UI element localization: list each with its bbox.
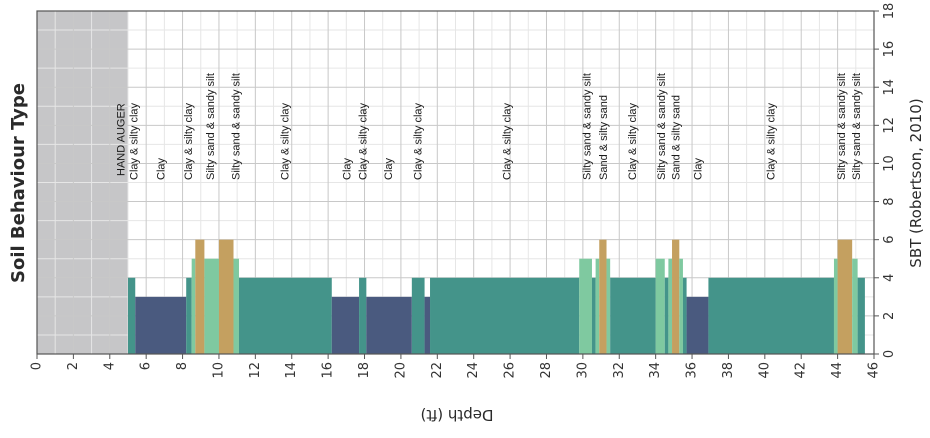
x-tick-label: 40: [757, 362, 772, 379]
sbt-bar: [186, 277, 192, 354]
annotations-layer: HAND AUGER Clay & silty clay Clay Clay & si…: [115, 73, 862, 180]
sbt-bar: [682, 277, 687, 354]
sbt-bar: [610, 277, 656, 354]
soil-annotation: Silty sand & sandy silt: [836, 73, 848, 180]
x-tick-label: 10: [211, 362, 226, 379]
soil-annotation: Sand & silty sand: [671, 95, 683, 180]
soil-annotation: Clay & silty clay: [627, 102, 639, 180]
sbt-bar: [331, 296, 360, 354]
soil-annotation: Silty sand & sandy silt: [205, 73, 217, 180]
y-tick-label: 0: [882, 350, 897, 358]
plot-frame: [36, 10, 875, 355]
soil-annotation: Clay & silty clay: [412, 102, 424, 180]
soil-annotation: Silty sand & sandy silt: [656, 73, 668, 180]
soil-annotation: Clay & silty clay: [358, 102, 370, 180]
y-axis-title: SBT (Robertson, 2010): [907, 98, 925, 267]
sbt-bar: [655, 258, 665, 354]
x-tick-label: 16: [321, 362, 336, 379]
bars-layer: [127, 239, 865, 354]
x-tick-label: 22: [430, 362, 445, 379]
x-tick-label: 42: [794, 362, 809, 379]
sbt-bar: [672, 239, 680, 354]
soil-annotation: Clay: [383, 157, 395, 180]
sbt-bar: [411, 277, 425, 354]
soil-annotation: Clay & silty clay: [279, 102, 291, 180]
sbt-bar: [218, 239, 234, 354]
x-tick-label: 28: [539, 362, 554, 379]
x-tick-label: 6: [139, 362, 154, 370]
sbt-bar: [233, 258, 239, 354]
soil-annotation: Clay: [341, 157, 353, 180]
sbt-bar: [359, 277, 367, 354]
hand-auger-label: HAND AUGER: [115, 103, 127, 176]
x-tick-label: 8: [175, 362, 190, 370]
x-tick-label: 20: [393, 362, 408, 379]
soil-annotation: Sand & silty sand: [598, 95, 610, 180]
soil-annotation: Clay & silty clay: [183, 102, 195, 180]
x-tick-label: 32: [612, 362, 627, 379]
plot-frame-layer: [36, 10, 875, 355]
sbt-bar: [135, 296, 187, 354]
sbt-bar: [191, 258, 196, 354]
ticks-layer: 0 2 4 6 8 10 12 14 16 18 20 22 24 26 28 30 32 34 36 38 40 42 4…: [30, 3, 898, 379]
sbt-bar: [579, 258, 592, 354]
sbt-bar: [852, 258, 858, 354]
y-tick-label: 14: [882, 79, 897, 96]
sbt-bar: [668, 258, 673, 354]
sbt-bar: [430, 277, 580, 354]
x-tick-label: 30: [575, 362, 590, 379]
sbt-bar: [837, 239, 853, 354]
sbt-bar: [599, 239, 607, 354]
x-axis-title: Depth (ft): [420, 406, 493, 424]
left-title: Soil Behaviour Type: [8, 83, 29, 283]
sbt-bar: [857, 277, 865, 354]
sbt-bar: [424, 296, 431, 354]
sbt-bar: [708, 277, 834, 354]
soil-annotation: Clay & silty clay: [765, 102, 777, 180]
sbt-bar: [686, 296, 709, 354]
soil-annotation: Silty sand & sandy silt: [851, 73, 863, 180]
sbt-bar: [679, 258, 683, 354]
y-tick-label: 18: [882, 3, 897, 20]
y-tick-label: 10: [882, 155, 897, 172]
x-tick-label: 0: [30, 362, 45, 370]
x-tick-label: 24: [466, 362, 481, 379]
soil-annotation: Clay & silty clay: [128, 102, 140, 180]
sbt-bar: [127, 277, 136, 354]
sbt-bar: [366, 296, 412, 354]
x-tick-label: 34: [648, 362, 663, 379]
x-tick-label: 36: [685, 362, 700, 379]
x-tick-label: 2: [66, 362, 81, 370]
y-tick-label: 8: [882, 197, 897, 205]
sbt-bar: [238, 277, 332, 354]
y-tick-label: 12: [882, 117, 897, 134]
x-tick-label: 12: [248, 362, 263, 379]
soil-annotation: Silty sand & sandy silt: [230, 73, 242, 180]
x-tick-label: 44: [830, 362, 845, 379]
soil-annotation: Clay & silty clay: [501, 102, 513, 180]
y-tick-label: 4: [882, 274, 897, 282]
y-tick-label: 6: [882, 236, 897, 244]
x-tick-label: 4: [102, 362, 117, 370]
soil-annotation: Clay: [693, 157, 705, 180]
x-tick-label: 38: [721, 362, 736, 379]
sbt-bar: [595, 258, 600, 354]
y-tick-label: 16: [882, 41, 897, 58]
sbt-bar: [833, 258, 838, 354]
soil-annotation: Clay: [156, 157, 168, 180]
sbt-bar: [204, 258, 219, 354]
sbt-bar: [591, 277, 596, 354]
x-tick-label: 26: [503, 362, 518, 379]
sbt-bar: [606, 258, 611, 354]
x-tick-label: 18: [357, 362, 372, 379]
x-tick-label: 14: [284, 362, 299, 379]
x-tick-label: 46: [867, 362, 882, 379]
sbt-bar: [664, 277, 669, 354]
soil-annotation: Silty sand & sandy silt: [582, 73, 594, 180]
sbt-bar: [195, 239, 205, 354]
y-tick-label: 2: [882, 312, 897, 320]
